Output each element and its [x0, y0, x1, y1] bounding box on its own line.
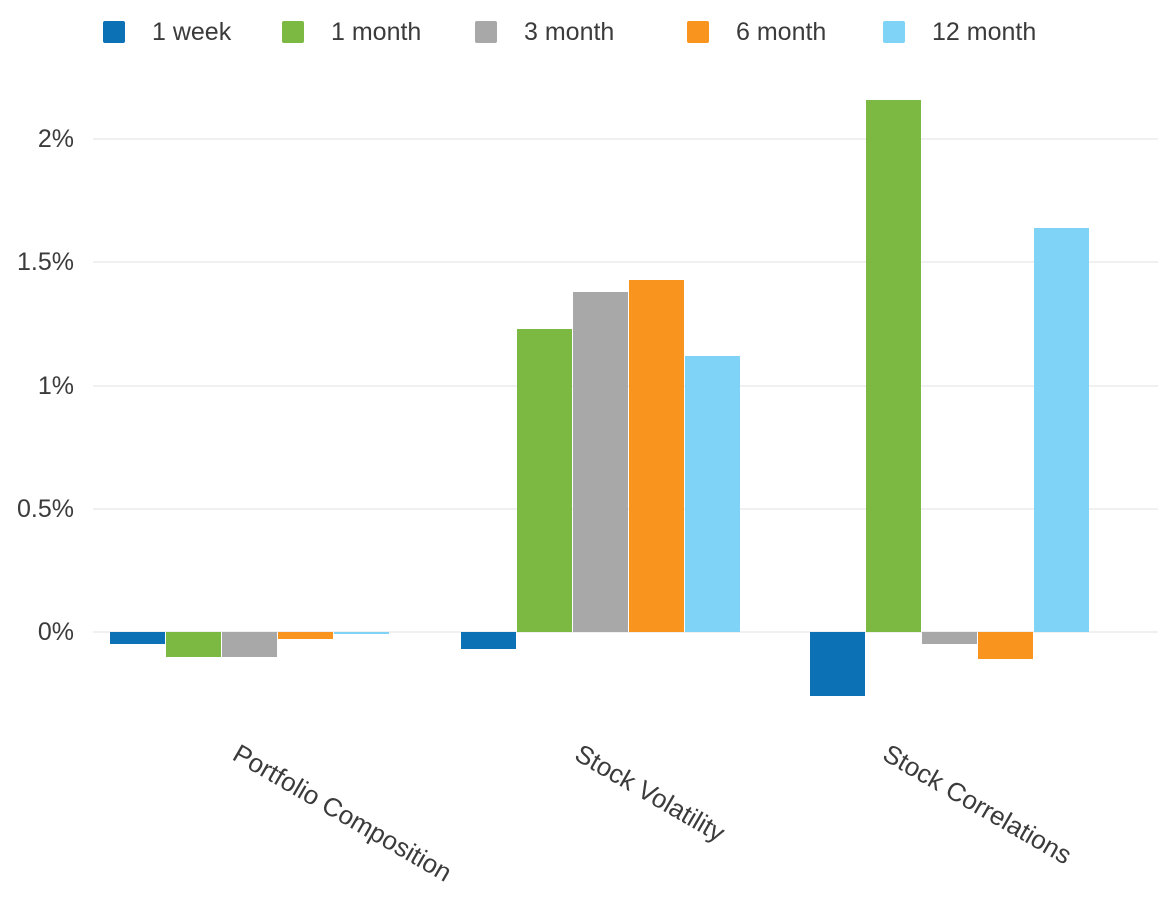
bar-stock-volatility-12-month: [684, 355, 740, 632]
legend-label-3-month: 3 month: [524, 17, 615, 46]
bar-portfolio-composition-1-month: [165, 632, 221, 657]
bar-portfolio-composition-12-month: [333, 632, 389, 635]
x-axis-label-stock-volatility: Stock Volatility: [570, 738, 731, 848]
legend-swatch-6-month: [687, 21, 709, 43]
legend-swatch-3-month: [475, 21, 497, 43]
bar-portfolio-composition-1-week: [109, 632, 165, 645]
chart-legend: 1 week 1 month 3 month 6 month 12 month: [0, 0, 1163, 60]
bar-stock-volatility-1-month: [516, 328, 572, 632]
gridline-1-5pct: [93, 261, 1158, 264]
legend-item-3-month[interactable]: 3 month: [475, 17, 615, 46]
bar-portfolio-composition-3-month: [221, 632, 277, 657]
bar-stock-correlations-3-month: [921, 632, 977, 645]
x-axis-label-stock-correlations: Stock Correlations: [878, 738, 1077, 871]
legend-item-1-week[interactable]: 1 week: [103, 17, 232, 46]
y-axis-tick-1-5pct: 1.5%: [17, 248, 74, 277]
bar-stock-volatility-1-week: [460, 632, 516, 650]
y-axis-tick-0pct: 0%: [37, 618, 74, 646]
legend-label-6-month: 6 month: [736, 17, 827, 46]
legend-swatch-12-month: [883, 21, 905, 43]
y-axis-tick-2pct: 2%: [37, 125, 74, 153]
y-axis-tick-1pct: 1%: [37, 371, 74, 400]
gridline-0pct: [93, 631, 1158, 633]
bar-stock-correlations-1-week: [809, 632, 865, 697]
bar-stock-volatility-6-month: [628, 279, 684, 632]
legend-label-12-month: 12 month: [932, 17, 1037, 46]
legend-item-12-month[interactable]: 12 month: [883, 17, 1037, 46]
bar-stock-correlations-1-month: [865, 99, 921, 632]
legend-label-1-month: 1 month: [331, 17, 422, 46]
y-axis-tick-0-5pct: 0.5%: [17, 494, 74, 523]
legend-item-1-month[interactable]: 1 month: [282, 17, 422, 46]
bar-stock-correlations-12-month: [1033, 227, 1089, 632]
bar-stock-correlations-6-month: [977, 632, 1033, 660]
legend-item-6-month[interactable]: 6 month: [687, 17, 827, 46]
gridline-2pct: [93, 138, 1158, 140]
legend-swatch-1-week: [103, 21, 125, 43]
bar-stock-volatility-3-month: [572, 291, 628, 632]
legend-swatch-1-month: [282, 21, 304, 43]
bar-portfolio-composition-6-month: [277, 632, 333, 640]
x-axis-label-portfolio-composition: Portfolio Composition: [228, 738, 458, 888]
legend-label-1-week: 1 week: [152, 17, 232, 46]
